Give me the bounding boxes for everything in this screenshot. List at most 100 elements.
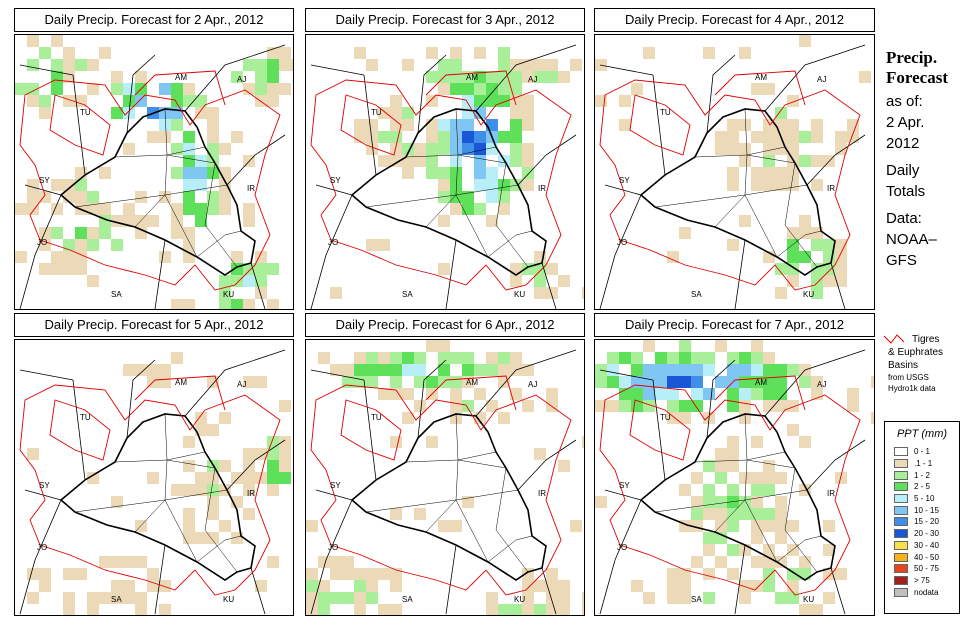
precip-cell [787, 424, 799, 436]
country-label: JO [37, 238, 47, 247]
legend-swatch [894, 575, 908, 585]
province-border [196, 230, 242, 258]
precip-cell [159, 364, 171, 376]
precip-cell [366, 364, 378, 376]
country-label: AJ [237, 75, 246, 84]
precip-cell [775, 107, 787, 119]
province-border [487, 535, 533, 563]
precip-cell [207, 131, 219, 143]
precip-cell [739, 580, 751, 592]
precip-cell [195, 472, 207, 484]
country-border [154, 544, 166, 615]
precip-cell [87, 592, 99, 604]
precip-cell [123, 203, 135, 215]
legend-label: nodata [914, 587, 939, 597]
precip-cell [522, 119, 534, 131]
precip-cell [354, 47, 366, 59]
precip-cell [183, 179, 195, 191]
precip-cell [183, 155, 195, 167]
precip-cell [462, 107, 474, 119]
precip-cell [775, 472, 787, 484]
precip-cell [318, 604, 330, 615]
precip-cell [715, 496, 727, 508]
precip-cell [39, 107, 51, 119]
precip-cell [474, 179, 486, 191]
precip-cell [522, 179, 534, 191]
precip-cell [474, 131, 486, 143]
legend-item: 0 - 1 [894, 446, 959, 458]
panel-title: Daily Precip. Forecast for 5 Apr., 2012 [14, 313, 294, 337]
precip-cell [450, 352, 462, 364]
precip-cell [27, 203, 39, 215]
precip-cell [691, 364, 703, 376]
precip-cell [27, 59, 39, 71]
precip-cell [715, 376, 727, 388]
precip-cell [51, 35, 63, 47]
province-border [744, 499, 778, 563]
map-canvas: AM AJ TU SY IR JO SA KU [310, 44, 584, 309]
precip-cell [522, 71, 534, 83]
precip-cell [534, 604, 546, 615]
precip-cell [402, 167, 414, 179]
precip-cell [51, 59, 63, 71]
precip-cell [123, 556, 135, 568]
country-label: SA [111, 595, 122, 604]
precip-cell [715, 131, 727, 143]
legend-swatch [894, 552, 908, 562]
precip-cell [195, 107, 207, 119]
precip-cell [366, 131, 378, 143]
precip-cell [330, 568, 342, 580]
precip-cell [426, 376, 438, 388]
precip-cell [51, 83, 63, 95]
precip-cell [570, 520, 582, 532]
precip-cell [438, 179, 450, 191]
precip-cell [859, 71, 871, 83]
precip-cell [510, 119, 522, 131]
precip-cell [811, 287, 823, 299]
precip-cell [787, 580, 799, 592]
precip-cell [183, 131, 195, 143]
precip-cell [534, 448, 546, 460]
precip-cell [279, 448, 291, 460]
precip-cell [426, 119, 438, 131]
precip-cell [667, 400, 679, 412]
precip-cell [63, 59, 75, 71]
legend-label: 30 - 40 [914, 540, 939, 550]
province-border [694, 459, 748, 533]
precip-cell [306, 580, 318, 592]
basin-outline [340, 399, 402, 461]
country-border [734, 239, 746, 309]
precip-cell [486, 604, 498, 615]
precip-cell [450, 131, 462, 143]
country-label: TU [371, 413, 382, 422]
precip-cell [558, 592, 570, 604]
precip-cell [510, 83, 522, 95]
country-border [19, 499, 62, 615]
precip-cell [667, 580, 679, 592]
precip-cell [546, 604, 558, 615]
precip-cell [558, 580, 570, 592]
precip-cell [51, 251, 63, 263]
precip-cell [835, 131, 847, 143]
precip-cell [582, 436, 584, 448]
precip-cell [390, 352, 402, 364]
country-border [72, 74, 86, 176]
precip-cell [342, 592, 354, 604]
precip-cell [787, 227, 799, 239]
legend-label: .1 - 1 [914, 459, 933, 469]
precip-cell [727, 352, 739, 364]
country-label: AM [175, 73, 187, 82]
precip-cell [498, 47, 510, 59]
precip-cell [486, 83, 498, 95]
precip-cell [390, 119, 402, 131]
precip-cell [510, 143, 522, 155]
precip-cell [799, 155, 811, 167]
precip-cell [39, 580, 51, 592]
country-border [517, 134, 577, 186]
precip-cell [486, 95, 498, 107]
country-border [599, 64, 654, 76]
precip-cell [751, 352, 763, 364]
precip-cell [267, 59, 279, 71]
precip-cell [366, 239, 378, 251]
precip-cell [318, 352, 330, 364]
